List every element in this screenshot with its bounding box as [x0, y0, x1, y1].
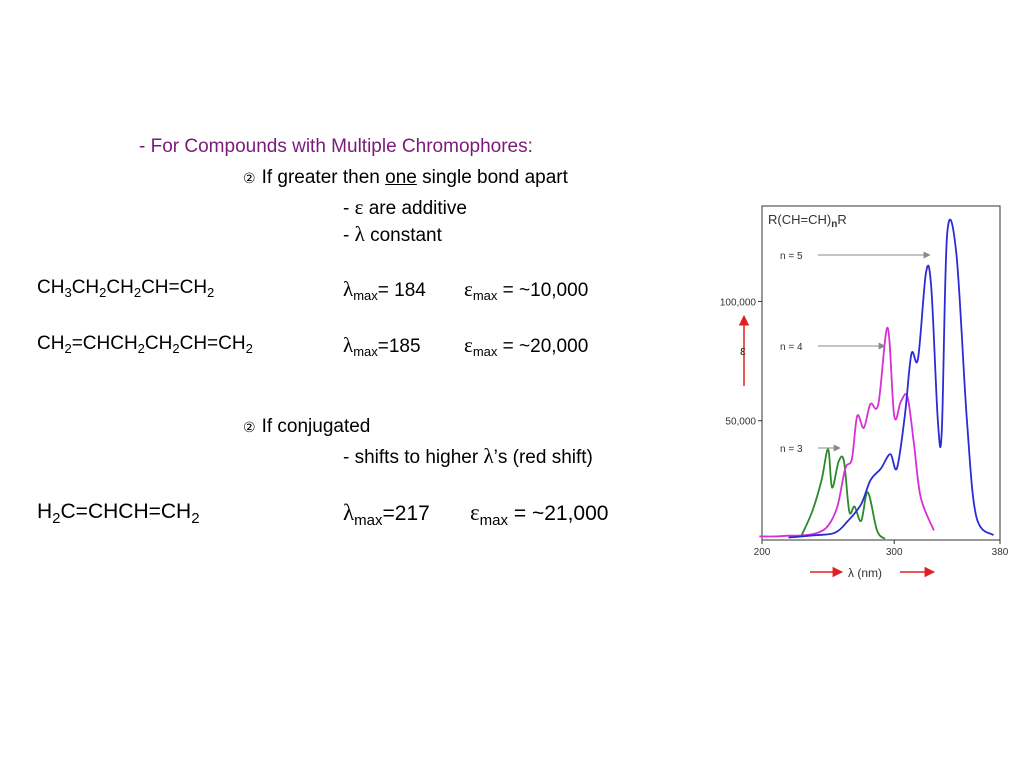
lambda-sub: max	[353, 344, 378, 359]
formula-subscript: 2	[245, 341, 253, 356]
lambda-sub: max	[353, 288, 378, 303]
bullet-icon: ②	[243, 420, 256, 436]
compound1-lambda: λmax= 184	[343, 277, 426, 303]
formula-subscript: 2	[137, 341, 145, 356]
epsilon-value: = ~20,000	[502, 336, 589, 357]
plot-frame	[761, 205, 1001, 541]
series-line-2	[759, 326, 935, 538]
x-tick-label: 200	[754, 547, 771, 558]
lambda-symbol: λ	[483, 444, 494, 468]
epsilon-symbol: ε	[470, 500, 480, 525]
compound2-epsilon: εmax = ~20,000	[464, 333, 588, 359]
series-labels: n = 5 n = 4 n = 3	[780, 251, 931, 455]
dash: -	[343, 198, 350, 219]
formula-part: C=CHCH=CH	[60, 500, 192, 523]
formula-part: CH=CH	[141, 277, 208, 298]
epsilon-value: = ~21,000	[513, 502, 609, 525]
rule2-line: ② If conjugated	[243, 416, 370, 438]
rule1-line: ② If greater then one single bond apart	[243, 167, 568, 189]
formula-subscript: 2	[133, 285, 142, 300]
formula-subscript: 2	[207, 285, 215, 300]
series-group	[759, 218, 995, 540]
series-label: n = 5	[780, 251, 803, 262]
compound3-formula: H2C=CHCH=CH2	[37, 500, 200, 527]
y-tick-label: 50,000	[725, 417, 756, 428]
formula-subscript: 2	[172, 341, 180, 356]
lambda-symbol: λ	[343, 500, 355, 525]
lambda-value: =185	[377, 336, 421, 357]
formula-part: CH	[71, 277, 100, 298]
x-axis-label: λ (nm)	[848, 566, 882, 580]
epsilon-symbol: ε	[464, 333, 473, 357]
formula-part: H	[37, 500, 53, 523]
series-label: n = 4	[780, 342, 803, 353]
epsilon-symbol: ε	[464, 277, 473, 301]
formula-part: CH=CH	[179, 333, 246, 354]
lambda-symbol: λ	[354, 222, 365, 246]
rule2-sub-end: ’s (red shift)	[493, 447, 593, 468]
rule2-text: If conjugated	[261, 416, 371, 437]
formula-subscript: 2	[191, 510, 200, 527]
formula-subscript: 2	[99, 285, 107, 300]
lambda-symbol: λ	[343, 333, 354, 357]
x-axis-ticks: 200 300 380	[754, 540, 1009, 558]
epsilon-value: = ~10,000	[502, 280, 589, 301]
formula-subscript: 2	[64, 341, 72, 356]
rule2-sub-text: - shifts to higher	[343, 447, 479, 468]
rule1-sub-a: - ε are additive	[343, 195, 467, 220]
series-line-3	[788, 218, 995, 539]
formula-part: CH	[37, 277, 65, 298]
dash: -	[343, 225, 350, 246]
bullet-icon: ②	[243, 171, 256, 187]
rule1-post: single bond apart	[422, 167, 568, 188]
formula-part: CH	[106, 277, 134, 298]
x-tick-label: 380	[992, 547, 1009, 558]
rule1-sub-b-text: constant	[370, 225, 442, 246]
compound3-epsilon: εmax = ~21,000	[470, 500, 608, 529]
formula-part: =CHCH	[71, 333, 138, 354]
chart-title: R(CH=CH)nR	[768, 212, 847, 230]
compound1-epsilon: εmax = ~10,000	[464, 277, 588, 303]
uv-spectrum-chart: R(CH=CH)nR 100,000 50,000 200 300 380 n = 5…	[720, 205, 1009, 580]
compound1-formula: CH3CH2CH2CH=CH2	[37, 277, 214, 300]
rule1-sub-b: - λ constant	[343, 222, 442, 247]
epsilon-sub: max	[479, 512, 509, 529]
formula-subscript: 3	[64, 285, 72, 300]
epsilon-sub: max	[472, 288, 498, 303]
formula-part: CH	[37, 333, 65, 354]
rule1-sub-a-text: are additive	[368, 198, 467, 219]
compound2-lambda: λmax=185	[343, 333, 421, 359]
rule1-pre: If greater then	[261, 167, 380, 188]
lambda-value: =217	[382, 502, 430, 525]
lambda-value: = 184	[377, 280, 426, 301]
y-axis-label: ε	[740, 343, 746, 358]
epsilon-sub: max	[472, 344, 498, 359]
epsilon-symbol: ε	[354, 195, 364, 219]
series-label: n = 3	[780, 444, 803, 455]
section-heading: - For Compounds with Multiple Chromophor…	[139, 136, 533, 157]
y-axis-ticks: 100,000 50,000	[720, 297, 762, 428]
compound2-formula: CH2=CHCH2CH2CH=CH2	[37, 333, 253, 356]
y-tick-label: 100,000	[720, 297, 757, 308]
formula-part: CH	[144, 333, 173, 354]
compound3-lambda: λmax=217	[343, 500, 430, 529]
formula-subscript: 2	[52, 510, 61, 527]
rule1-underlined: one	[385, 167, 417, 188]
series-line-1	[800, 448, 886, 540]
x-tick-label: 300	[886, 547, 903, 558]
lambda-sub: max	[354, 512, 383, 529]
lambda-symbol: λ	[343, 277, 354, 301]
rule2-sub: - shifts to higher λ’s (red shift)	[343, 444, 593, 469]
